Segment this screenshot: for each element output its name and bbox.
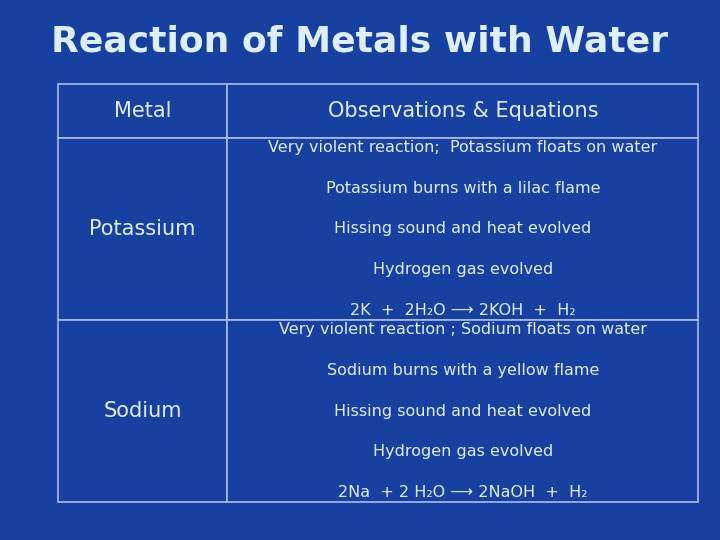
Text: Sodium burns with a yellow flame: Sodium burns with a yellow flame [327,363,599,378]
Bar [228,84,698,138]
Text: Potassium: Potassium [89,219,196,239]
Text: Hydrogen gas evolved: Hydrogen gas evolved [373,444,553,460]
Bar [58,84,228,138]
Text: Very violent reaction ; Sodium floats on water: Very violent reaction ; Sodium floats on… [279,322,647,337]
Bar [228,320,698,502]
Text: Very violent reaction;  Potassium floats on water: Very violent reaction; Potassium floats … [269,140,657,155]
Bar [58,320,228,502]
Text: Metal: Metal [114,100,171,121]
Text: 2Na  + 2 H₂O ⟶ 2NaOH  +  H₂: 2Na + 2 H₂O ⟶ 2NaOH + H₂ [338,485,588,500]
Text: Observations & Equations: Observations & Equations [328,100,598,121]
Bar [228,138,698,320]
Text: Reaction of Metals with Water: Reaction of Metals with Water [51,24,669,58]
Text: Hydrogen gas evolved: Hydrogen gas evolved [373,262,553,277]
Text: 2K  +  2H₂O ⟶ 2KOH  +  H₂: 2K + 2H₂O ⟶ 2KOH + H₂ [350,303,576,318]
Text: Hissing sound and heat evolved: Hissing sound and heat evolved [334,221,592,237]
Text: Potassium burns with a lilac flame: Potassium burns with a lilac flame [325,180,600,195]
Bar [58,138,228,320]
Text: Hissing sound and heat evolved: Hissing sound and heat evolved [334,403,592,418]
Text: Sodium: Sodium [103,401,181,421]
